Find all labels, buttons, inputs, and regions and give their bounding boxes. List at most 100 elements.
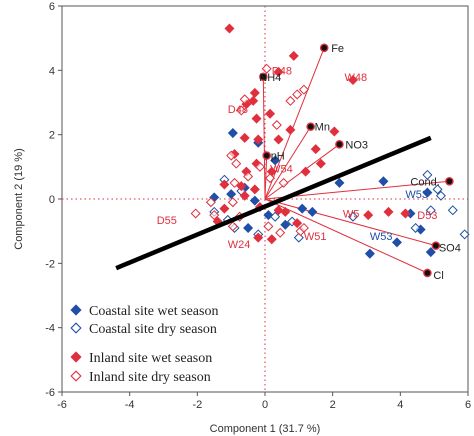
data-point-series-4 — [298, 222, 309, 233]
trend-line-layer — [115, 135, 432, 271]
legend-marker — [70, 304, 82, 316]
y-tick-label: -4 — [45, 323, 55, 335]
x-tick-label: -2 — [192, 399, 202, 411]
data-point-series-4 — [263, 221, 274, 232]
x-tick-label: 6 — [465, 399, 471, 411]
loading-vector-fe — [264, 47, 325, 200]
x-tick-label: -4 — [125, 399, 135, 411]
data-point-series-3 — [236, 181, 247, 192]
point-label: W54 — [270, 163, 293, 175]
data-point-series-3 — [347, 74, 358, 85]
loading-label: Fe — [331, 43, 344, 55]
loading-endpoint-mn — [306, 122, 315, 131]
data-point-series-3 — [292, 218, 303, 229]
data-point-series-3 — [273, 205, 284, 216]
data-point-series-3 — [310, 144, 321, 155]
legend-label: Inland site dry season — [89, 370, 211, 385]
data-point-series-4 — [226, 150, 237, 161]
data-point-series-3 — [266, 234, 277, 245]
data-point-series-4 — [298, 84, 309, 95]
loading-vectors — [262, 47, 450, 274]
data-point-series-2 — [459, 229, 470, 240]
point-label: W53 — [370, 231, 393, 243]
data-point-series-3 — [253, 134, 264, 145]
x-tick-label: 0 — [262, 399, 268, 411]
data-point-series-2 — [410, 222, 421, 233]
point-labels: Fe NH4 Mn NO3 pH Cond. SO4 Cl D48 W48 D48 W54 D55 W53… — [157, 43, 461, 282]
point-label: W53 — [405, 189, 428, 201]
data-point-series-4 — [231, 158, 242, 169]
loading-endpoint-ph — [262, 151, 271, 160]
data-point-series-3 — [249, 87, 260, 98]
data-point-series-2 — [293, 232, 304, 243]
data-point-series-1 — [227, 128, 238, 139]
data-point-series-3 — [239, 190, 250, 201]
legend-marker — [70, 322, 82, 334]
data-point-series-4 — [292, 89, 303, 100]
data-point-series-4 — [190, 208, 201, 219]
loading-endpoint-no3 — [335, 140, 344, 149]
data-point-series-3 — [285, 124, 296, 135]
loading-endpoint-nh4 — [259, 72, 268, 82]
point-label: W5 — [343, 208, 360, 220]
data-point-series-3 — [383, 206, 394, 217]
data-point-series-1 — [422, 187, 433, 198]
x-tick-label: 2 — [330, 399, 336, 411]
data-point-series-1 — [425, 247, 436, 258]
data-point-series-2 — [425, 205, 436, 216]
data-point-series-1 — [263, 210, 274, 221]
loading-label: pH — [271, 151, 285, 163]
data-point-series-4 — [209, 210, 220, 221]
data-point-series-3 — [300, 166, 311, 177]
y-tick-label: 4 — [49, 65, 55, 77]
legend-marker — [70, 351, 82, 363]
data-point-series-4 — [285, 95, 296, 106]
data-point-series-2 — [432, 184, 443, 195]
legend-label: Coastal site dry season — [89, 322, 217, 337]
data-point-series-1 — [249, 195, 260, 206]
y-tick-label: 2 — [49, 130, 55, 142]
loading-label: Cond. — [410, 176, 439, 188]
loading-vector-so4 — [264, 198, 436, 247]
data-point-series-2 — [435, 190, 446, 201]
data-point-series-3 — [273, 134, 284, 145]
y-tick-label: 0 — [49, 194, 55, 206]
data-point-series-4 — [229, 177, 240, 188]
data-point-series-3 — [224, 23, 235, 34]
loading-vector-mn — [264, 126, 312, 200]
point-label: D48 — [272, 65, 292, 77]
data-point-series-1 — [334, 177, 345, 188]
axis-ticks: -6 -4 -2 0 2 4 6 6 4 2 0 -2 -4 -6 — [45, 1, 471, 411]
loading-endpoint-cl — [423, 268, 432, 278]
data-point-series-3 — [219, 203, 230, 214]
x-tick-label: -6 — [57, 399, 67, 411]
trend-line — [115, 135, 432, 271]
data-points — [190, 23, 470, 278]
legend: Coastal site wet season Coastal site dry … — [70, 304, 218, 385]
data-point-series-3 — [265, 108, 276, 119]
data-point-series-3 — [219, 179, 230, 190]
data-point-series-4 — [227, 221, 238, 232]
data-point-series-1 — [280, 219, 291, 230]
data-point-series-3 — [253, 232, 264, 243]
legend-label: Inland site wet season — [89, 351, 212, 366]
loading-label: NO3 — [345, 139, 368, 151]
point-label: D53 — [417, 210, 437, 222]
point-label: D55 — [157, 215, 177, 227]
data-point-series-3 — [249, 184, 260, 195]
data-point-series-1 — [270, 155, 281, 166]
data-point-series-3 — [363, 210, 374, 221]
data-point-series-1 — [226, 189, 237, 200]
data-point-series-3 — [288, 50, 299, 61]
x-axis-title: Component 1 (31.7 %) — [210, 423, 321, 435]
data-point-series-1 — [243, 222, 254, 233]
data-point-series-4 — [265, 173, 276, 184]
loading-vector-cl — [264, 198, 428, 274]
data-point-series-1 — [378, 176, 389, 187]
data-point-series-3 — [280, 206, 291, 217]
data-point-series-2 — [270, 211, 281, 222]
data-point-series-4 — [275, 227, 286, 238]
data-point-series-1 — [391, 237, 402, 248]
data-point-series-1 — [364, 248, 375, 259]
x-tick-label: 4 — [397, 399, 403, 411]
